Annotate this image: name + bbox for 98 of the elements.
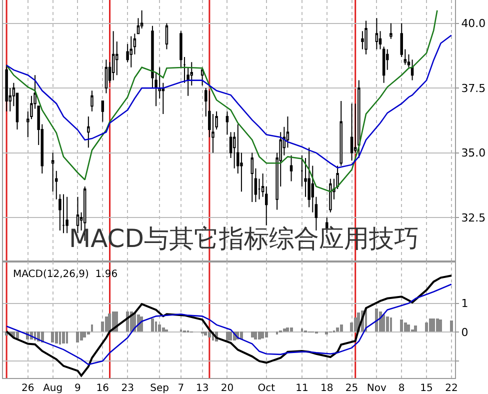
x-tick-label: Oct	[258, 383, 276, 394]
bar	[226, 332, 229, 341]
candlestick	[290, 154, 293, 182]
bar	[400, 320, 403, 332]
x-tick-label: 9	[74, 383, 81, 394]
y-tick-label: 37.5	[461, 82, 486, 95]
bar	[336, 328, 339, 332]
x-tick-label: 7	[178, 383, 184, 394]
x-tick-label: 22	[445, 383, 458, 394]
x-tick-label: Aug	[43, 383, 63, 394]
candlestick	[200, 66, 204, 86]
bar	[382, 314, 385, 332]
bar	[204, 332, 207, 336]
y-tick-label: 40.0	[461, 17, 486, 30]
bar	[51, 332, 54, 343]
bar	[404, 322, 407, 332]
bar	[158, 324, 161, 332]
bar	[155, 322, 157, 332]
y-tick-label: 35.0	[461, 146, 486, 160]
x-tick-label: 26	[22, 383, 34, 394]
candlestick	[112, 30, 115, 81]
x-tick-label: Nov	[366, 383, 387, 394]
candlestick	[165, 22, 168, 50]
candlestick	[104, 59, 108, 94]
bar	[325, 332, 328, 335]
bar	[254, 332, 257, 340]
bar	[151, 318, 154, 332]
y-tick-label: 0	[461, 326, 468, 339]
bar	[276, 332, 278, 335]
x-tick-label: 8	[398, 383, 405, 394]
bar	[429, 318, 432, 332]
candlestick	[250, 152, 254, 203]
candlestick	[390, 22, 392, 40]
bar	[340, 324, 343, 332]
x-tick-label: 20	[220, 383, 234, 394]
bar	[261, 332, 264, 339]
candlestick	[410, 59, 414, 81]
candlestick	[5, 64, 8, 112]
bar	[283, 328, 286, 332]
bar	[16, 332, 19, 339]
candlestick	[329, 178, 332, 213]
bar	[258, 332, 261, 340]
bar	[439, 320, 442, 332]
candlestick	[364, 20, 368, 55]
bar	[301, 328, 303, 332]
bar	[83, 332, 86, 338]
bar	[87, 332, 90, 335]
bar	[290, 328, 293, 332]
y-tick-label: 32.5	[461, 211, 486, 224]
x-tick-label: 23	[121, 383, 134, 394]
candlestick	[375, 18, 378, 50]
candlestick	[101, 100, 104, 122]
bar	[425, 322, 428, 332]
bar	[91, 324, 93, 332]
bar	[286, 328, 289, 332]
bar	[76, 332, 79, 343]
bar	[80, 332, 83, 341]
bar	[251, 332, 254, 338]
candlestick	[90, 90, 94, 112]
candlestick	[226, 110, 229, 136]
candlestick	[340, 100, 342, 166]
x-tick-label: 18	[320, 383, 334, 394]
bar	[379, 312, 382, 332]
candlestick	[66, 196, 68, 234]
bar	[55, 332, 58, 344]
y-tick-label: 1	[461, 297, 468, 310]
candlestick	[62, 194, 65, 234]
candlestick	[350, 103, 354, 162]
candlestick	[358, 80, 360, 158]
x-tick-label: Sep	[150, 383, 170, 394]
x-tick-label: 25	[345, 383, 358, 394]
bar	[229, 332, 232, 341]
bar	[450, 320, 453, 332]
bar	[414, 326, 417, 332]
bar	[407, 324, 410, 332]
bar	[432, 318, 435, 332]
bar	[108, 314, 111, 332]
bar	[386, 316, 389, 332]
line-series	[6, 10, 438, 192]
bar	[137, 314, 140, 332]
line-series	[6, 284, 452, 366]
bar	[375, 308, 378, 332]
bar	[105, 316, 108, 332]
candlestick	[87, 116, 90, 148]
bar	[436, 318, 439, 332]
candlestick	[130, 36, 132, 68]
bar	[162, 328, 165, 332]
line-series	[6, 34, 452, 168]
x-tick-label: 15	[420, 383, 433, 394]
bar	[265, 332, 268, 338]
x-tick-label: 11	[296, 383, 308, 394]
x-tick-label: 13	[196, 383, 209, 394]
bar	[59, 332, 61, 345]
x-tick-label: 16	[96, 383, 110, 394]
bar	[62, 332, 65, 344]
bar	[66, 332, 68, 344]
bar	[208, 332, 211, 338]
bar	[390, 318, 392, 332]
